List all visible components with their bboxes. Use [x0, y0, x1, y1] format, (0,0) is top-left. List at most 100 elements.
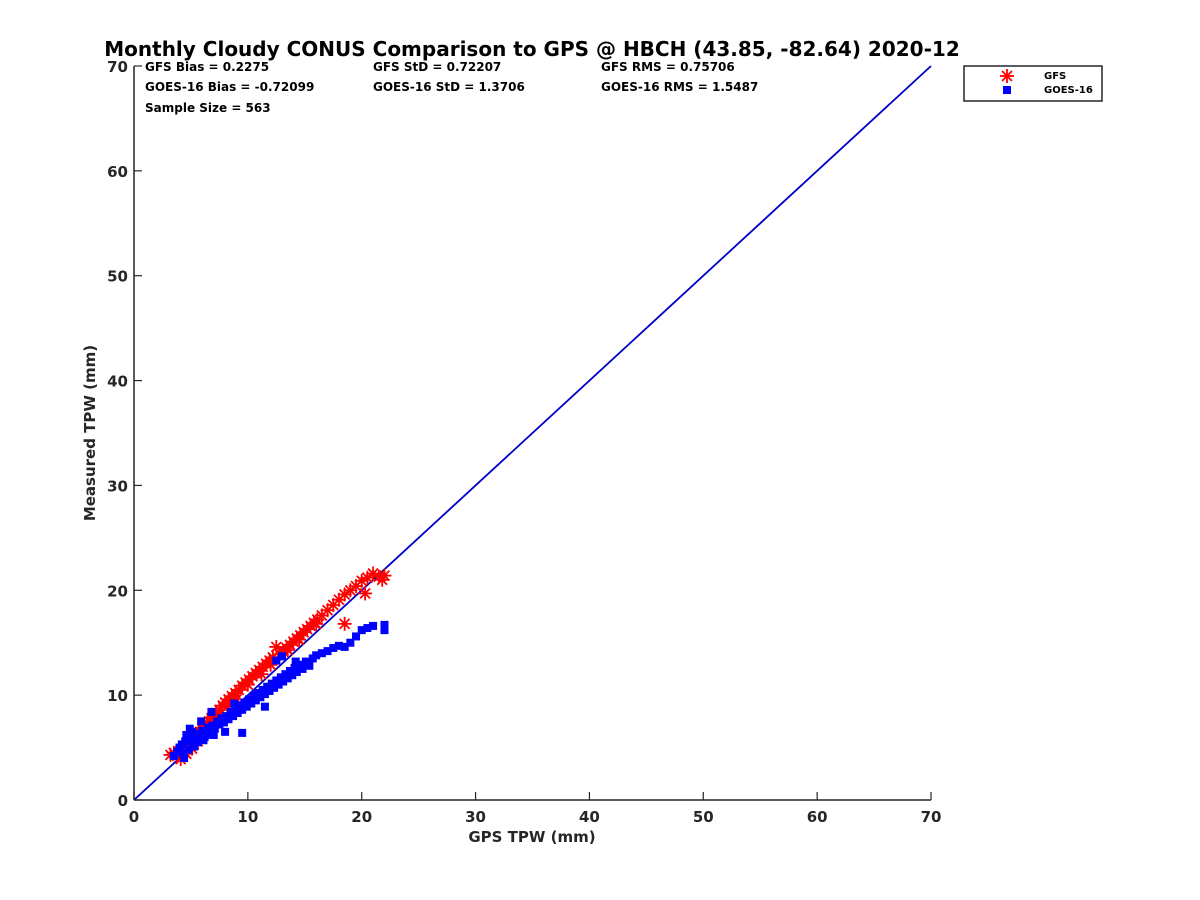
x-tick-label: 30	[465, 808, 486, 826]
legend-goes-marker	[1003, 86, 1011, 94]
goes16-point	[283, 674, 292, 683]
x-axis-label: GPS TPW (mm)	[468, 828, 595, 846]
goes16-point	[193, 738, 202, 747]
goes16-point	[305, 661, 314, 670]
goes16-point	[323, 647, 332, 656]
goes16-point	[281, 670, 290, 679]
goes16-point	[182, 730, 191, 739]
goes16-point	[380, 626, 389, 635]
y-tick-label: 60	[107, 163, 128, 181]
goes16-point	[189, 741, 198, 750]
goes16-point	[180, 754, 189, 763]
goes16-point	[229, 712, 238, 721]
goes16-point	[185, 724, 194, 733]
goes16-point	[298, 664, 307, 673]
stat-gfs-bias: GFS Bias = 0.2275	[145, 60, 269, 74]
goes16-point	[238, 728, 247, 737]
gfs-point	[254, 667, 269, 682]
legend-gfs-asterisk	[1000, 69, 1014, 83]
chart-title: Monthly Cloudy CONUS Comparison to GPS @…	[104, 37, 959, 61]
reference-line-layer	[133, 65, 932, 801]
goes16-point	[334, 641, 343, 650]
stat-goes-rms: GOES-16 RMS = 1.5487	[601, 80, 758, 94]
goes16-point	[267, 679, 276, 688]
goes16-point	[230, 699, 239, 708]
goes16-point	[270, 683, 279, 692]
goes16-point	[198, 726, 207, 735]
goes16-point	[329, 643, 338, 652]
goes16-point	[226, 707, 235, 716]
goes16-point	[291, 657, 300, 666]
goes16-point	[258, 685, 267, 694]
goes16-point	[357, 626, 366, 635]
goes16-point	[265, 686, 274, 695]
goes16-point	[240, 698, 249, 707]
goes16-point	[235, 701, 244, 710]
stats-block: GFS Bias = 0.2275 GFS StD = 0.72207 GFS …	[145, 60, 758, 115]
goes16-point	[290, 663, 299, 672]
goes16-point	[352, 632, 361, 641]
goes16-point	[178, 749, 187, 758]
goes16-point	[263, 682, 272, 691]
goes16-point	[238, 705, 247, 714]
goes16-point	[369, 621, 378, 630]
y-tick-label: 20	[107, 582, 128, 600]
goes16-point	[186, 734, 195, 743]
goes16-point	[285, 667, 294, 676]
gfs-point	[375, 572, 390, 587]
goes16-point	[250, 691, 259, 700]
y-tick-label: 0	[118, 792, 128, 810]
goes16-point	[301, 657, 310, 666]
goes16-point	[346, 638, 355, 647]
goes16-point	[260, 702, 269, 711]
gfs-point	[358, 586, 373, 601]
goes16-point	[197, 717, 206, 726]
goes16-point	[247, 699, 256, 708]
x-tick-label: 60	[807, 808, 828, 826]
stat-goes-bias: GOES-16 Bias = -0.72099	[145, 80, 314, 94]
y-tick-label: 10	[107, 687, 128, 705]
goes16-point	[363, 624, 372, 633]
stat-gfs-std: GFS StD = 0.72207	[373, 60, 501, 74]
goes16-point	[279, 677, 288, 686]
legend-gfs-label: GFS	[1044, 71, 1066, 82]
legend-goes-label: GOES-16	[1044, 85, 1093, 96]
goes16-point	[173, 747, 182, 756]
legend: GFS GOES-16	[963, 65, 1103, 102]
goes16-point	[292, 668, 301, 677]
goes16-point	[317, 649, 326, 658]
goes16-point	[231, 704, 240, 713]
stat-sample-size: Sample Size = 563	[145, 101, 271, 115]
goes16-point	[209, 730, 218, 739]
x-tick-label: 0	[129, 808, 139, 826]
legend-box	[963, 65, 1103, 102]
gfs-point	[240, 677, 255, 692]
stat-gfs-rms: GFS RMS = 0.75706	[601, 60, 735, 74]
goes16-point	[221, 727, 230, 736]
goes16-point	[233, 708, 242, 717]
goes16-point	[242, 702, 251, 711]
goes16-point	[276, 673, 285, 682]
gfs-point	[292, 632, 307, 647]
y-axis-label: Measured TPW (mm)	[81, 345, 99, 521]
goes16-point	[312, 651, 321, 660]
x-tick-label: 40	[579, 808, 600, 826]
goes16-point	[217, 714, 226, 723]
x-tick-label: 50	[693, 808, 714, 826]
goes16-point	[278, 652, 287, 661]
goes16-point	[219, 718, 228, 727]
goes16-point	[288, 671, 297, 680]
points-layer	[163, 566, 392, 767]
goes16-point	[274, 680, 283, 689]
goes16-point	[169, 751, 178, 760]
goes16-point	[224, 715, 233, 724]
x-tick-label: 10	[237, 808, 258, 826]
goes16-point	[215, 720, 224, 729]
y-tick-label: 70	[107, 58, 128, 76]
goes16-point	[184, 745, 193, 754]
legend-goes-square	[1003, 86, 1011, 94]
y-tick-label: 30	[107, 477, 128, 495]
goes16-point	[244, 695, 253, 704]
goes16-point	[380, 620, 389, 629]
